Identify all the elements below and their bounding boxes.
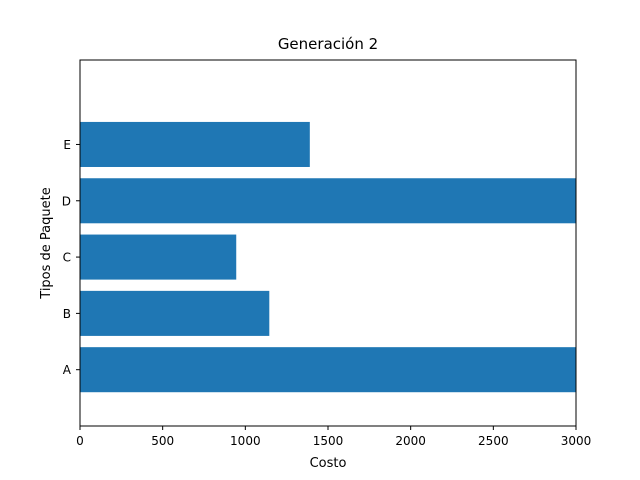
bar-C [80,234,237,280]
x-axis-label: Costo [310,456,347,471]
bar-B [80,290,270,336]
y-tick-label: D [62,194,71,208]
x-tick-label: 3000 [561,434,592,448]
bar-D [80,178,576,224]
x-tick-label: 2000 [395,434,426,448]
y-tick-label: E [63,138,71,152]
x-tick-label: 0 [76,434,84,448]
y-tick-label: A [63,363,72,377]
bar-group [80,121,576,393]
x-tick-label: 2500 [478,434,509,448]
x-tick-label: 1500 [313,434,344,448]
y-axis: A B C D E [62,138,80,377]
x-axis: 0 500 1000 1500 2000 2500 3000 [76,426,591,448]
chart-title: Generación 2 [278,35,378,53]
bar-A [80,347,576,393]
bar-E [80,121,310,167]
y-axis-label: Tipos de Paquete [39,187,54,299]
x-tick-label: 500 [151,434,174,448]
x-tick-label: 1000 [230,434,261,448]
y-tick-label: C [63,251,71,265]
y-tick-label: B [63,307,71,321]
